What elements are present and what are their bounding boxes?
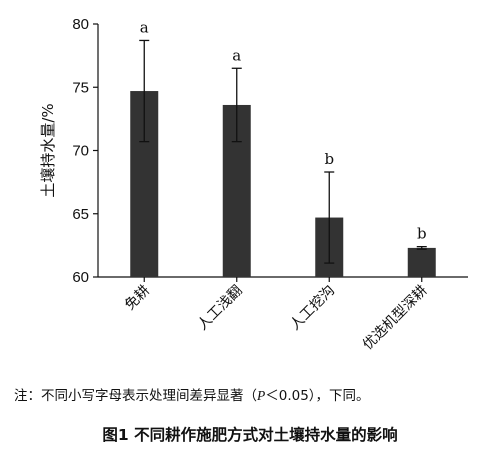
chart-error-bars (139, 39, 427, 264)
y-tick-label: 65 (72, 206, 89, 223)
significance-letter: a (232, 46, 241, 64)
category-label: 人工浅翻 (195, 283, 246, 334)
bar (407, 247, 436, 277)
note-p-symbol: P (257, 388, 266, 403)
significance-letter: a (140, 18, 149, 36)
category-label: 免耕 (121, 282, 153, 314)
category-label: 优选机型深耕 (359, 282, 430, 353)
bar-chart: 60 65 70 75 80 土壤持水量/% a 免耕 a 人工浅翻 b 人工挖沟 b 优选机型深耕 (39, 16, 468, 353)
y-tick-label: 60 (72, 269, 89, 286)
chart-bars (130, 91, 436, 278)
figure-note: 注：不同小写字母表示处理间差异显著（P＜0.05），下同。 (14, 384, 494, 404)
significance-letter: b (324, 150, 334, 168)
significance-letter: b (417, 225, 427, 243)
y-tick-label: 70 (72, 143, 89, 160)
chart-axes (93, 23, 468, 282)
y-axis-label: 土壤持水量/% (39, 103, 57, 197)
y-tick-label: 80 (72, 16, 89, 33)
y-tick-label: 75 (72, 79, 89, 96)
note-suffix: ＜0.05），下同。 (265, 388, 370, 404)
category-label: 人工挖沟 (287, 283, 338, 334)
note-prefix: 注：不同小写字母表示处理间差异显著（ (14, 388, 257, 404)
figure-caption: 图1 不同耕作施肥方式对土壤持水量的影响 (102, 426, 398, 444)
